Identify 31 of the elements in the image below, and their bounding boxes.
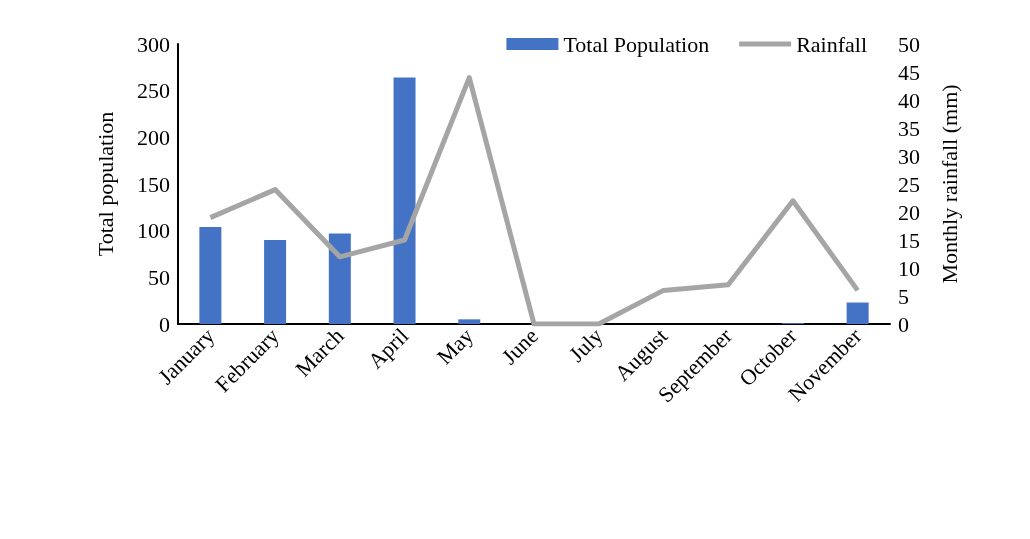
bar <box>393 77 416 324</box>
y2-tick-label: 5 <box>898 283 909 309</box>
y2-tick-label: 50 <box>898 31 920 57</box>
y2-tick-label: 25 <box>898 171 920 197</box>
y2-tick-label: 45 <box>898 59 920 85</box>
y-tick-label: 300 <box>137 31 170 57</box>
y-tick-label: 150 <box>137 171 170 197</box>
y2-axis-title: Monthly rainfall (mm) <box>936 84 962 284</box>
y-tick-label: 200 <box>137 124 170 150</box>
x-tick-label: July <box>563 323 608 367</box>
bar <box>328 233 351 324</box>
bar <box>458 319 481 324</box>
y2-tick-label: 40 <box>898 87 920 113</box>
bar <box>846 302 869 324</box>
legend-label: Rainfall <box>796 31 868 57</box>
y2-tick-label: 35 <box>898 115 920 141</box>
y-axis-title: Total population <box>92 111 118 257</box>
bar <box>199 226 222 324</box>
y2-tick-label: 10 <box>898 255 920 281</box>
bar <box>264 240 287 324</box>
y-tick-label: 250 <box>137 78 170 104</box>
y2-tick-label: 30 <box>898 143 920 169</box>
y2-tick-label: 20 <box>898 199 920 225</box>
y-tick-label: 0 <box>159 311 170 337</box>
y-tick-label: 50 <box>148 264 170 290</box>
legend-label: Total Population <box>563 31 710 57</box>
x-tick-label: June <box>496 323 543 370</box>
y2-tick-label: 15 <box>898 227 920 253</box>
x-tick-label: May <box>431 323 479 370</box>
y2-tick-label: 0 <box>898 311 909 337</box>
y-tick-label: 100 <box>137 218 170 244</box>
